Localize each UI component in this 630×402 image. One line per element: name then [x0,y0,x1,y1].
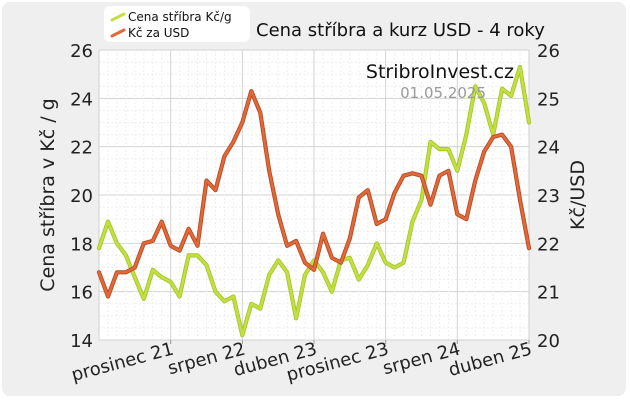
legend-label: Kč za USD [128,26,189,40]
y-tick-left: 24 [70,89,93,110]
chart-title: Cena stříbra a kurz USD - 4 roky [256,20,545,41]
legend-swatch [110,28,126,38]
chart-frame: 14 16 18 20 22 24 26 20 21 22 23 24 25 26 prosinec 2… [2,2,626,396]
y-ticks-right: 20 21 22 23 24 25 26 [537,41,560,352]
y-tick-left: 22 [70,138,93,159]
date-label: 01.05.2025 [400,84,486,102]
series-lines [96,64,532,338]
legend-label: Cena stříbra Kč/g [128,10,232,24]
y-tick-right: 21 [537,283,560,304]
y-tick-right: 22 [537,234,560,255]
legend: Cena stříbra Kč/g Kč za USD [104,6,250,42]
y-tick-right: 23 [537,186,560,207]
y-axis-label-right: Kč/USD [567,160,589,230]
y-tick-left: 20 [70,186,93,207]
series-line-silver [97,65,531,337]
y-tick-left: 26 [70,41,93,62]
x-tick-label: duben 25 [446,339,534,381]
y-tick-right: 24 [537,138,560,159]
y-axis-label-left: Cena stříbra v Kč / g [37,98,59,291]
y-ticks-left: 14 16 18 20 22 24 26 [70,41,93,352]
y-tick-left: 14 [70,331,93,352]
y-tick-left: 16 [70,283,93,304]
y-tick-left: 18 [70,234,93,255]
legend-swatch [110,12,126,22]
y-tick-right: 25 [537,89,560,110]
y-tick-right: 26 [537,41,560,62]
brand-watermark: StribroInvest.cz [366,61,514,83]
y-tick-right: 20 [537,331,560,352]
series-line-usd [97,89,531,298]
